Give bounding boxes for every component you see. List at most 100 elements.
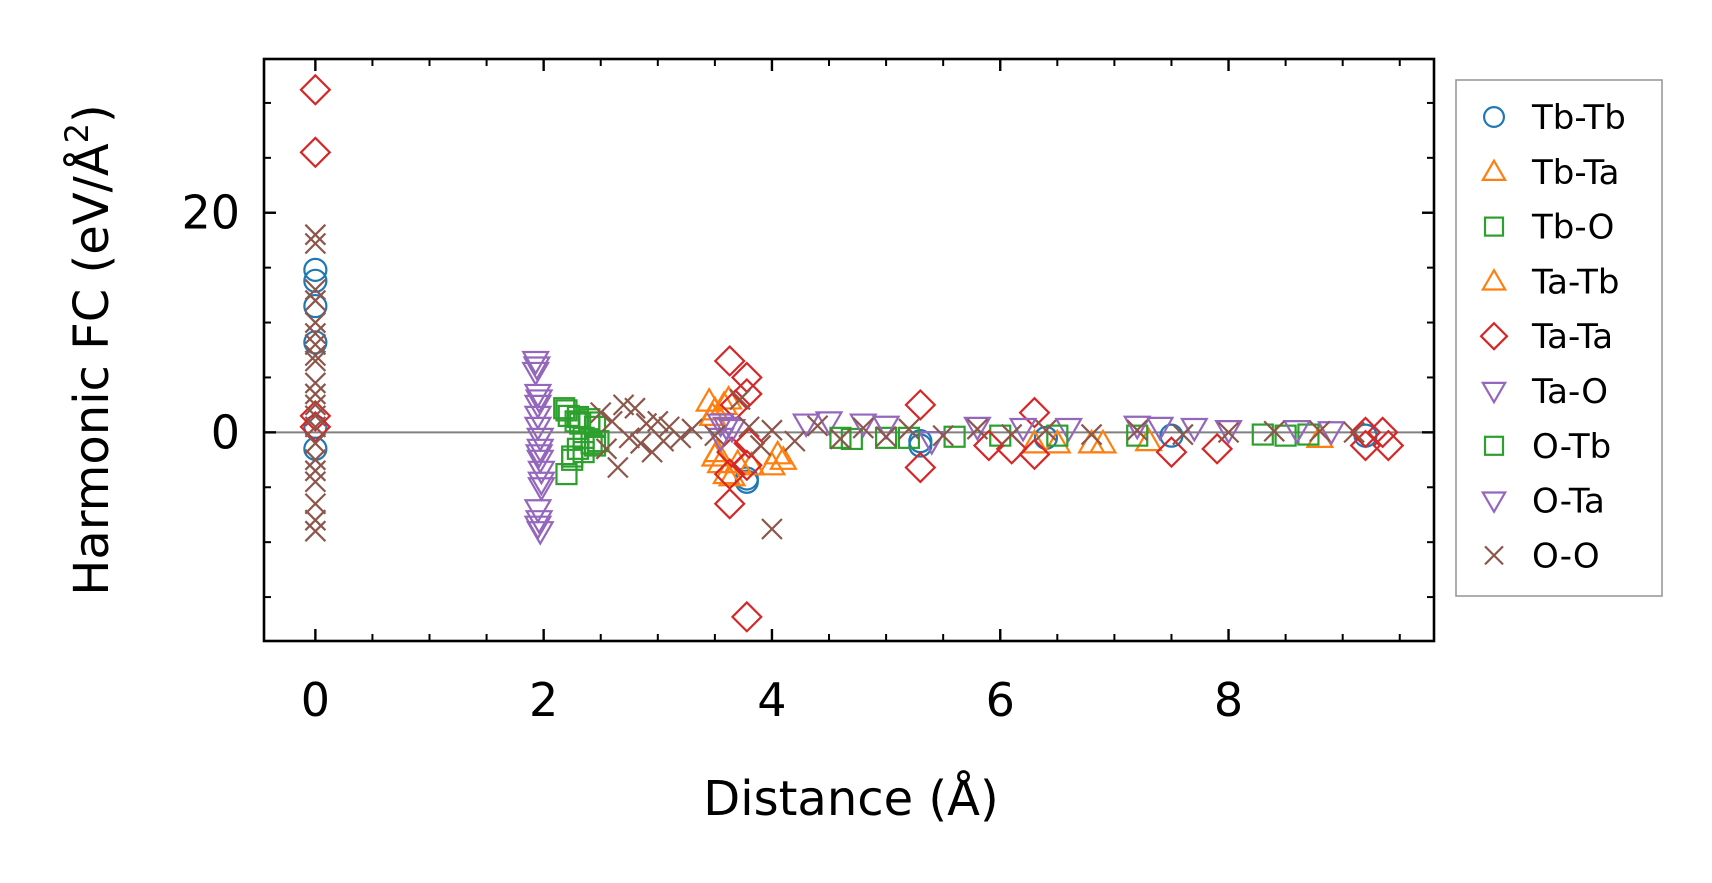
data-point [303,268,328,293]
series-tb-o [553,397,1320,486]
data-point [555,462,578,486]
data-point [624,397,646,419]
data-point [713,487,746,520]
data-point [711,416,741,442]
data-point [904,451,937,484]
legend-item: Ta-Ta [1479,317,1613,357]
data-point [791,413,821,439]
data-point [304,278,327,301]
data-point [303,293,328,319]
data-point [607,456,629,479]
data-point [1372,429,1405,462]
data-point [852,417,875,439]
data-point [578,411,601,434]
legend-item: O-O [1484,536,1600,576]
x-tick-label: 4 [757,673,786,727]
data-point [525,521,555,546]
x-tick-label: 0 [301,673,330,727]
data-point [784,430,806,452]
data-point [618,427,641,449]
y-axis-label-close: ) [64,104,120,123]
data-point [304,509,327,531]
legend-label: Ta-Tb [1531,262,1619,302]
data-point [1309,420,1331,443]
data-point [763,439,792,465]
data-point [1172,423,1194,446]
legend-marker [1482,105,1505,128]
data-point [303,257,328,282]
data-point [299,399,332,432]
legend-item: Tb-Ta [1480,153,1619,193]
data-point [713,345,746,377]
data-point [304,350,327,372]
data-point [730,449,763,482]
data-point [1018,438,1051,471]
data-point [729,388,751,411]
legend-marker [1480,158,1508,181]
x-tick-label: 6 [986,673,1015,727]
data-point [304,372,327,394]
data-point [304,333,327,356]
series-tb-tb [303,257,1378,494]
data-point [761,419,783,441]
data-point [521,361,550,387]
legend-label: Tb-O [1531,208,1614,248]
x-tick-label: 2 [529,673,558,727]
data-point [561,445,584,468]
data-point [702,437,732,463]
data-point [304,449,327,471]
data-point [738,416,760,438]
data-point [704,424,726,447]
data-point [972,429,1005,462]
legend: Tb-Tb Tb-Ta Tb-O Ta-Tb Ta-Ta Ta-O O-Tb O-Ta O-O [1455,79,1663,597]
legend-label: Ta-O [1531,372,1608,412]
legend-label: Ta-Ta [1531,317,1613,357]
data-point [730,600,763,633]
data-point [1046,424,1069,447]
data-point [1043,428,1072,454]
series-ta-o [521,350,1346,546]
data-point [527,477,556,502]
data-point [1088,428,1118,454]
data-point [524,510,554,535]
legend-item: Tb-O [1483,208,1614,248]
legend-label: O-Tb [1532,427,1611,467]
data-point [555,399,578,422]
data-point [963,416,992,442]
data-point [829,426,852,449]
data-point [717,418,747,444]
legend-item: Ta-O [1480,372,1608,412]
legend-marker [1483,435,1505,456]
data-point [304,311,327,334]
data-point [304,383,327,405]
legend-item: O-Ta [1480,482,1605,522]
data-point [1134,426,1163,452]
data-point [1018,396,1051,429]
x-tick-label: 8 [1214,673,1243,727]
data-point [898,418,920,440]
data-point [299,136,332,169]
data-point [304,394,327,416]
data-point [1251,423,1274,446]
y-tick-label: 0 [211,405,240,459]
data-point [1201,432,1234,465]
data-point [1316,421,1346,446]
legend-item: O-Tb [1483,427,1611,467]
data-point [733,427,766,460]
legend-marker [1480,381,1508,405]
data-point [761,518,783,540]
data-point [304,344,327,367]
data-point [1282,420,1312,445]
data-point [749,434,772,457]
data-point [1080,423,1103,446]
data-point [681,418,703,440]
data-point [303,330,328,355]
data-point [299,73,332,106]
data-point [304,470,327,493]
legend-marker [1479,321,1509,351]
data-point [966,418,989,440]
data-point [304,405,327,427]
data-point [304,289,327,312]
data-point [522,356,552,382]
